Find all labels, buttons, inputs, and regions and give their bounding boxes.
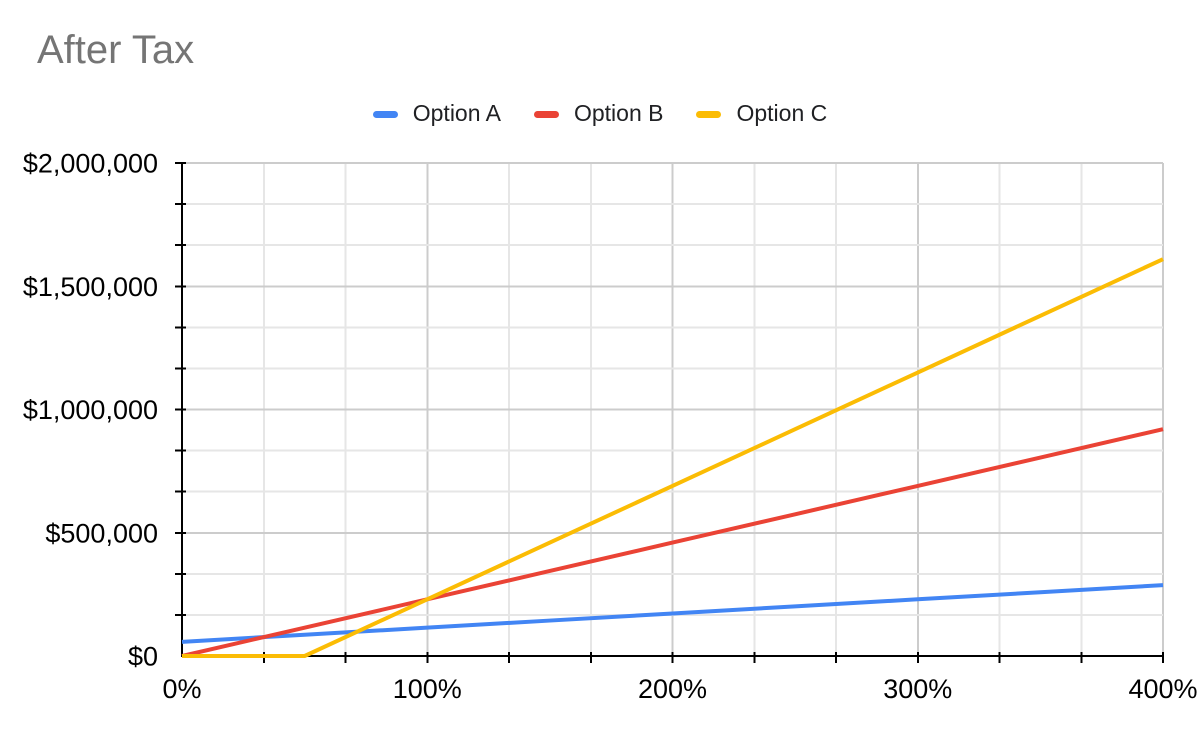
chart-title: After Tax (37, 28, 195, 72)
series-line-option-b[interactable] (181, 427, 1164, 658)
legend-item-option-a[interactable]: Option A (372, 99, 501, 127)
legend-item-option-c[interactable]: Option C (696, 100, 827, 127)
x-axis-tick-label: 300% (883, 674, 952, 704)
x-axis-tick-label: 100% (393, 674, 462, 704)
y-axis-tick-label: $0 (128, 642, 158, 672)
legend-swatch-option-c (696, 110, 722, 118)
legend-label: Option A (412, 99, 501, 126)
y-axis-tick-label: $2,000,000 (23, 149, 158, 179)
series-line-option-a[interactable] (181, 583, 1164, 644)
series-line-option-c[interactable] (182, 257, 1164, 658)
y-axis-tick-label: $1,000,000 (23, 395, 158, 425)
x-axis-tick-label: 400% (1128, 674, 1197, 704)
legend-label: Option B (573, 99, 664, 126)
legend-label: Option C (736, 99, 828, 126)
x-axis-tick-label: 0% (162, 674, 201, 704)
legend-item-option-b[interactable]: Option B (533, 99, 664, 127)
x-axis-tick-label: 200% (638, 674, 707, 704)
y-axis-tick-label: $1,500,000 (23, 272, 158, 302)
legend-swatch-option-a (372, 110, 398, 118)
y-axis-tick-label: $500,000 (45, 518, 158, 548)
legend: Option A Option B Option C (0, 98, 1200, 128)
legend-swatch-option-b (533, 110, 559, 118)
